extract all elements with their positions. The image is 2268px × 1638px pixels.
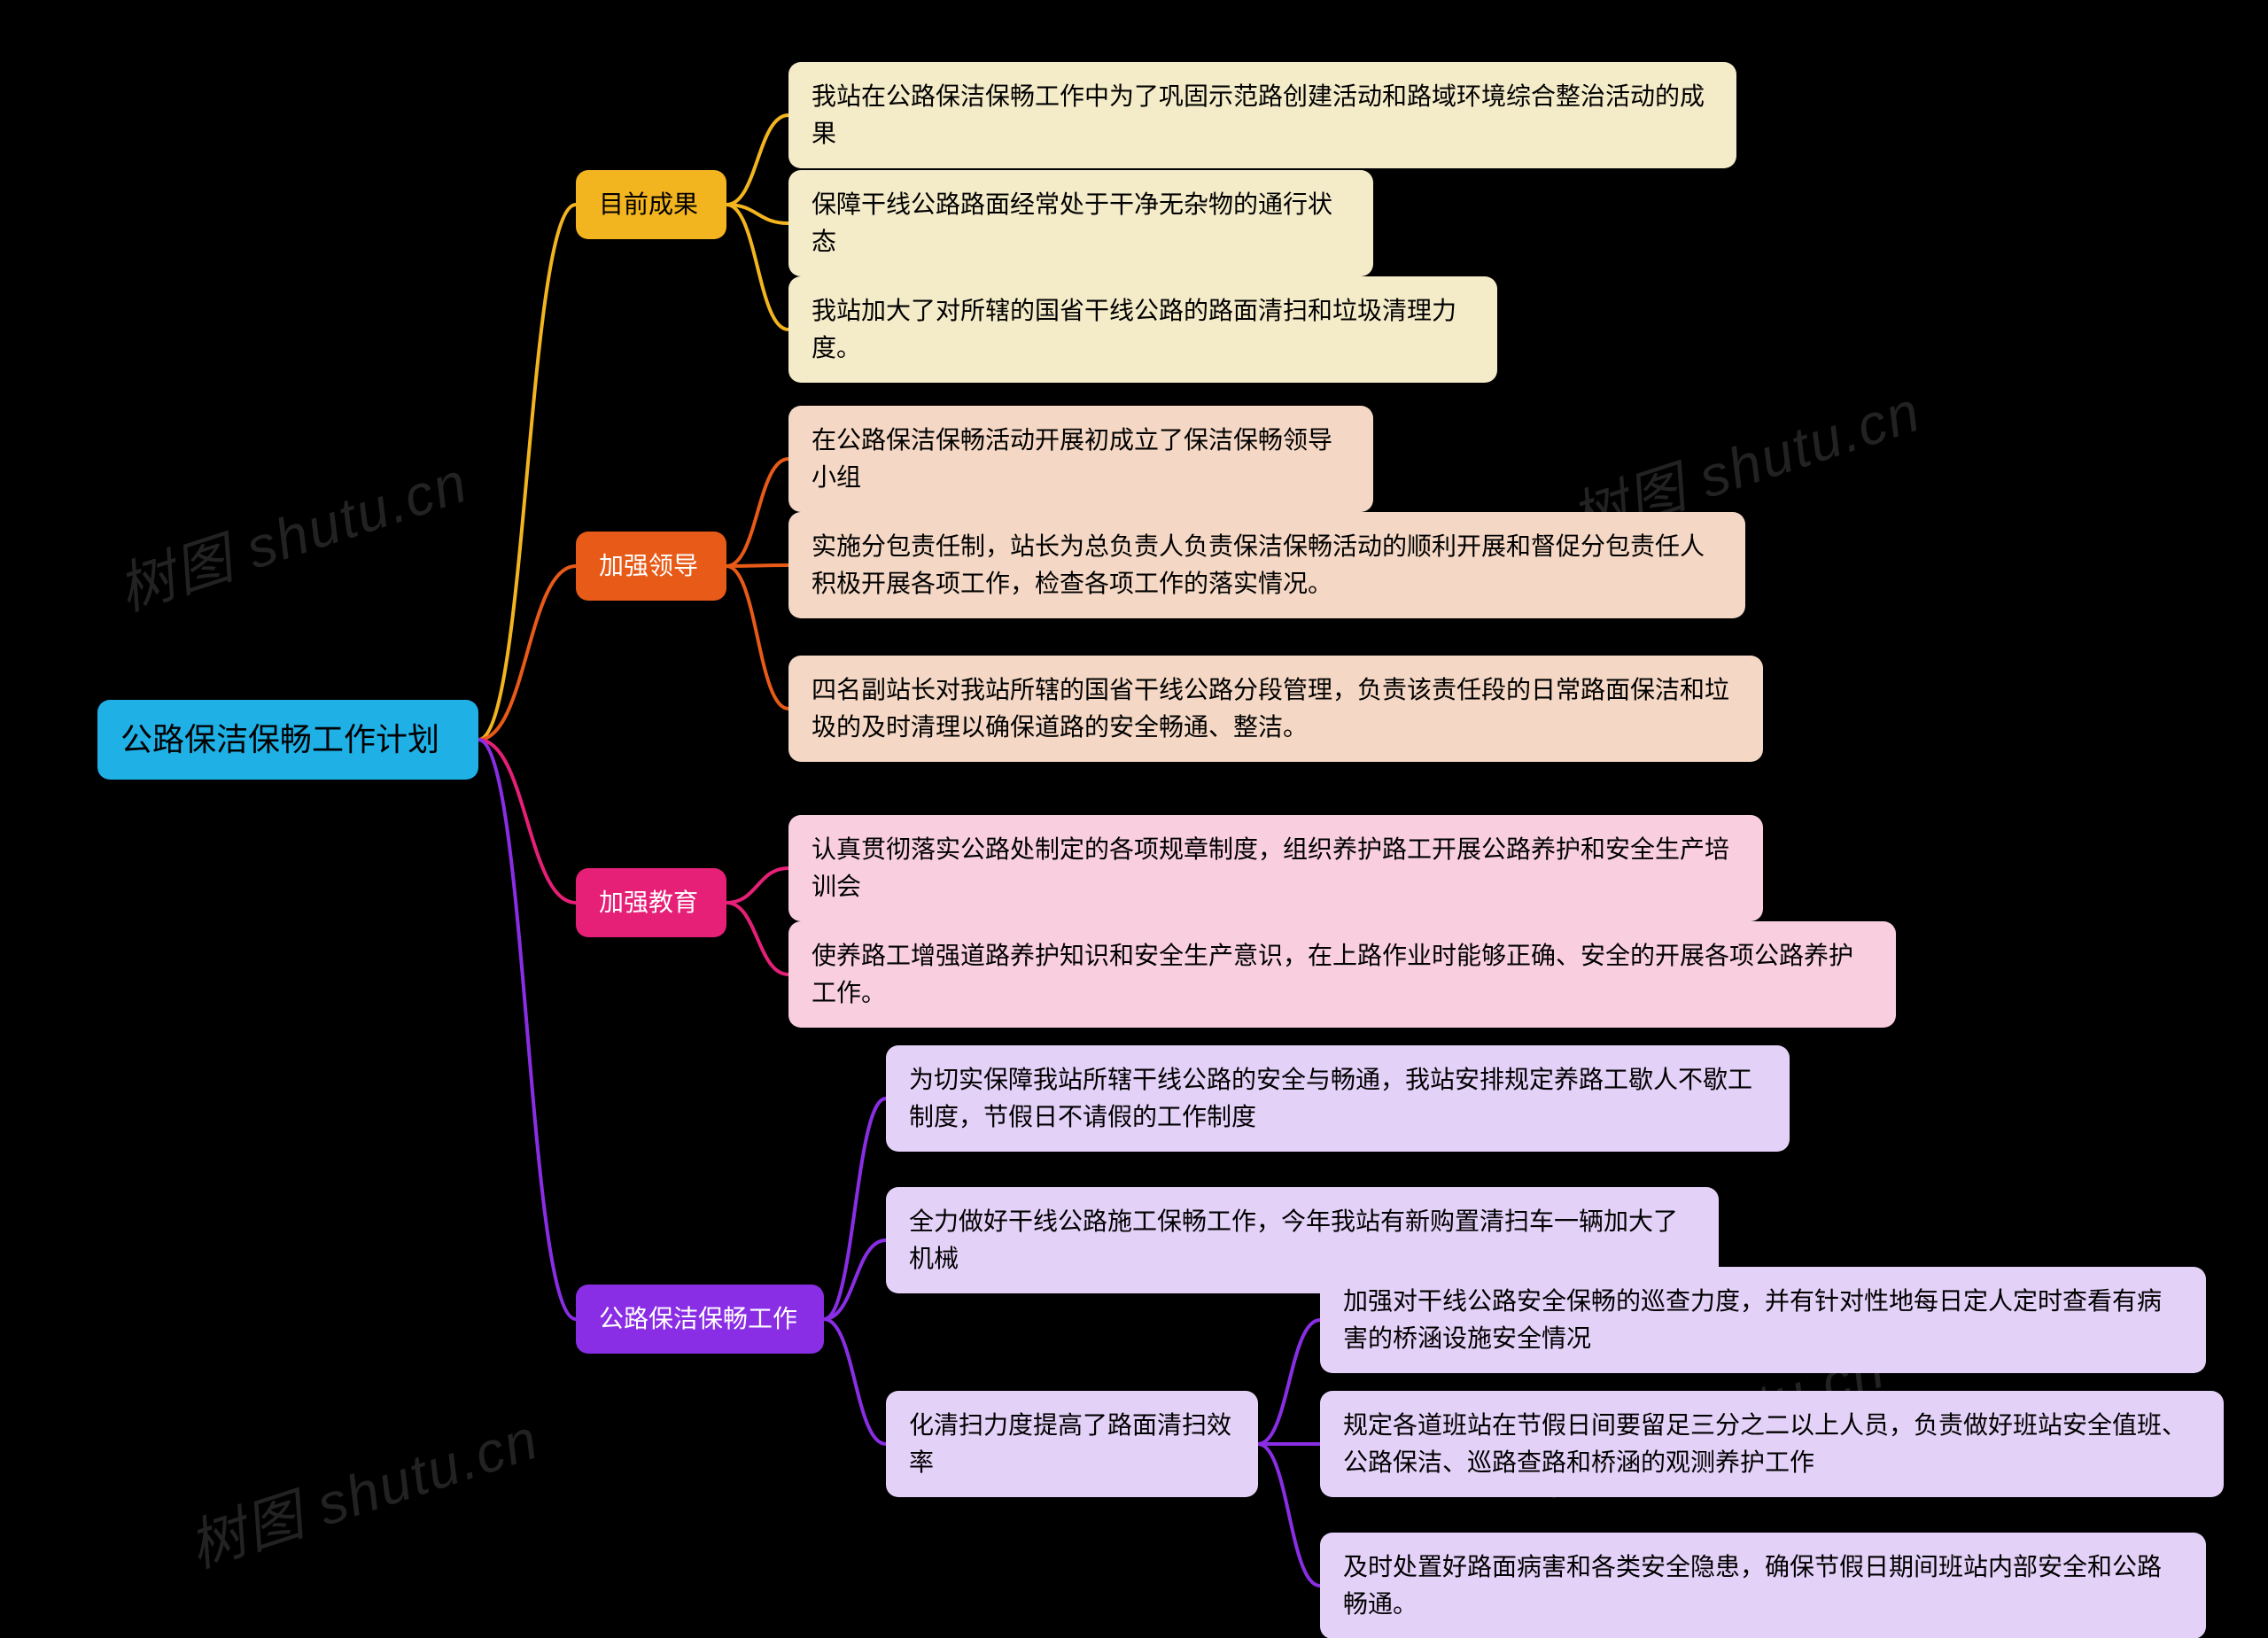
mindmap-connector <box>824 1240 886 1319</box>
mindmap-canvas: 树图 shutu.cn树图 shutu.cn树图 shutu.cn树图 shut… <box>0 0 2268 1638</box>
mindmap-connector <box>726 115 788 205</box>
mindmap-connector <box>478 740 576 903</box>
mindmap-connector <box>478 740 576 1319</box>
mindmap-connector <box>1258 1444 1320 1586</box>
mindmap-node[interactable]: 在公路保洁保畅活动开展初成立了保洁保畅领导小组 <box>788 406 1373 512</box>
mindmap-connector <box>824 1098 886 1319</box>
mindmap-node[interactable]: 化清扫力度提高了路面清扫效率 <box>886 1391 1258 1497</box>
mindmap-connector <box>824 1319 886 1444</box>
mindmap-node[interactable]: 我站在公路保洁保畅工作中为了巩固示范路创建活动和路域环境综合整治活动的成果 <box>788 62 1736 168</box>
mindmap-node[interactable]: 使养路工增强道路养护知识和安全生产意识，在上路作业时能够正确、安全的开展各项公路… <box>788 921 1896 1028</box>
mindmap-node[interactable]: 实施分包责任制，站长为总负责人负责保洁保畅活动的顺利开展和督促分包责任人积极开展… <box>788 512 1745 618</box>
mindmap-node[interactable]: 加强教育 <box>576 868 726 937</box>
mindmap-connector <box>478 566 576 740</box>
mindmap-connector <box>726 205 788 223</box>
watermark: 树图 shutu.cn <box>177 1393 548 1583</box>
mindmap-connector <box>478 205 576 740</box>
mindmap-connector <box>726 903 788 974</box>
mindmap-connector <box>726 566 788 709</box>
mindmap-connector <box>1258 1320 1320 1444</box>
mindmap-root-node[interactable]: 公路保洁保畅工作计划 <box>97 700 478 780</box>
mindmap-node[interactable]: 认真贯彻落实公路处制定的各项规章制度，组织养护路工开展公路养护和安全生产培训会 <box>788 815 1763 921</box>
mindmap-node[interactable]: 我站加大了对所辖的国省干线公路的路面清扫和垃圾清理力度。 <box>788 276 1497 383</box>
mindmap-node[interactable]: 为切实保障我站所辖干线公路的安全与畅通，我站安排规定养路工歇人不歇工制度，节假日… <box>886 1045 1790 1152</box>
watermark: 树图 shutu.cn <box>106 437 477 626</box>
mindmap-node[interactable]: 公路保洁保畅工作 <box>576 1285 824 1354</box>
mindmap-node[interactable]: 四名副站长对我站所辖的国省干线公路分段管理，负责该责任段的日常路面保洁和垃圾的及… <box>788 656 1763 762</box>
mindmap-node[interactable]: 及时处置好路面病害和各类安全隐患，确保节假日期间班站内部安全和公路畅通。 <box>1320 1533 2206 1638</box>
mindmap-node[interactable]: 加强领导 <box>576 532 726 601</box>
mindmap-node[interactable]: 规定各道班站在节假日间要留足三分之二以上人员，负责做好班站安全值班、公路保洁、巡… <box>1320 1391 2224 1497</box>
mindmap-connector <box>726 459 788 566</box>
mindmap-node[interactable]: 保障干线公路路面经常处于干净无杂物的通行状态 <box>788 170 1373 276</box>
mindmap-node[interactable]: 加强对干线公路安全保畅的巡查力度，并有针对性地每日定人定时查看有病害的桥涵设施安… <box>1320 1267 2206 1373</box>
mindmap-connector <box>726 868 788 903</box>
mindmap-connector <box>726 205 788 330</box>
mindmap-node[interactable]: 目前成果 <box>576 170 726 239</box>
mindmap-connector <box>726 565 788 566</box>
